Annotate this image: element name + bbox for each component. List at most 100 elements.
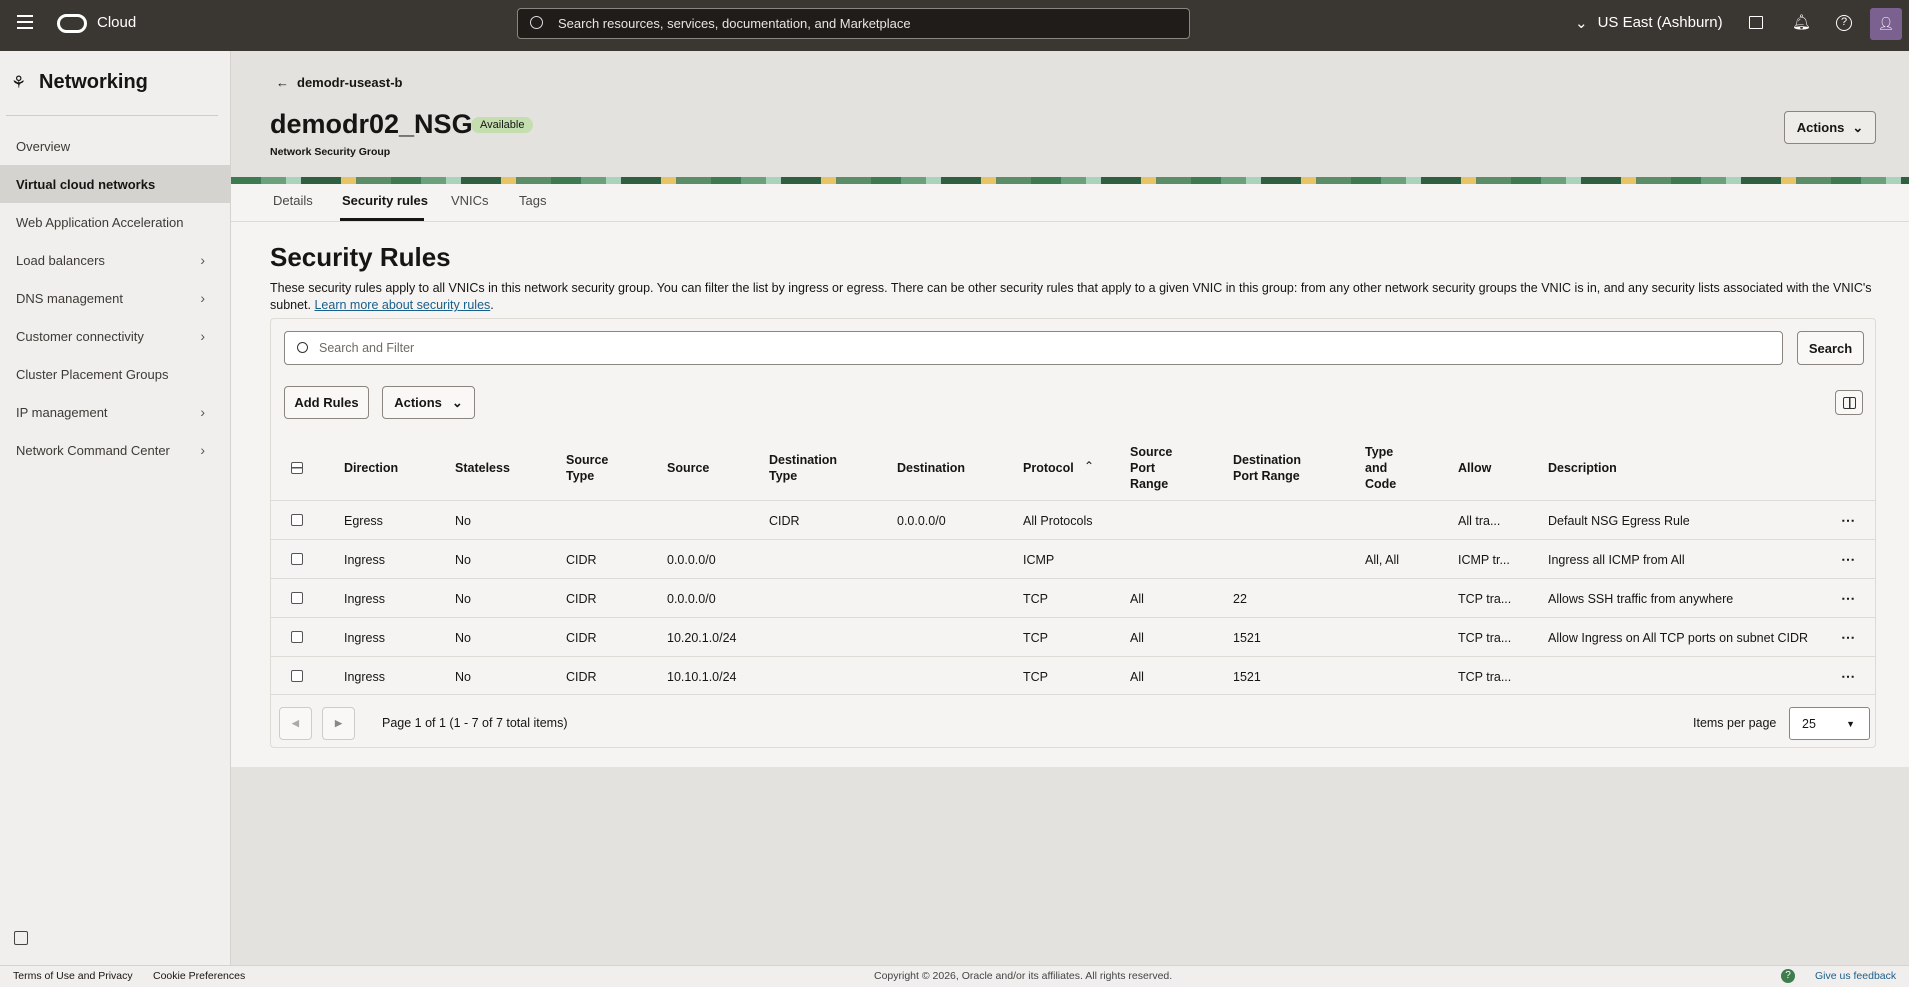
sidebar-item[interactable]: Virtual cloud networks — [0, 165, 231, 203]
table-cell: All — [1130, 591, 1144, 606]
row-checkbox[interactable] — [291, 553, 303, 565]
sidebar-item-label: DNS management — [16, 290, 123, 306]
table-row: Ingress No CIDR 10.10.1.0/24 TCP All 1521 TCP t… — [271, 656, 1875, 695]
learn-more-link[interactable]: Learn more about security rules — [314, 298, 491, 312]
developer-tools-icon[interactable] — [1749, 16, 1763, 29]
chevron-down-icon: ⌄ — [451, 394, 463, 410]
actions-button[interactable]: Actions ⌄ — [1784, 111, 1876, 144]
search-button[interactable]: Search — [1797, 331, 1864, 365]
row-checkbox[interactable] — [291, 670, 303, 682]
row-actions-menu-icon[interactable]: ⋯ — [1841, 629, 1855, 645]
cookie-preferences-link[interactable]: Cookie Preferences — [153, 970, 246, 982]
table-cell: CIDR — [566, 669, 597, 684]
sidebar-item[interactable]: Load balancers › — [0, 241, 231, 279]
columns-toggle-button[interactable] — [1835, 390, 1863, 415]
security-rules-table — [270, 318, 1876, 748]
oracle-logo[interactable] — [57, 14, 87, 33]
select-all-checkbox[interactable] — [291, 462, 303, 474]
column-header[interactable]: Description — [1548, 461, 1617, 475]
column-header[interactable]: Direction — [344, 461, 399, 475]
table-cell: No — [455, 669, 471, 684]
row-actions-menu-icon[interactable]: ⋯ — [1841, 668, 1855, 684]
table-cell: ICMP tr... — [1458, 552, 1510, 567]
page-header: ← demodr-useast-b demodr02_NSG Available … — [231, 51, 1909, 184]
table-cell: CIDR — [769, 513, 800, 528]
tab[interactable]: Security rules — [342, 193, 428, 208]
sort-ascending-icon[interactable]: ⌃ — [1084, 459, 1095, 473]
items-per-page-label: Items per page — [1693, 716, 1777, 730]
table-cell: No — [455, 591, 471, 606]
row-actions-menu-icon[interactable]: ⋯ — [1841, 512, 1855, 528]
sidebar-item[interactable]: Cluster Placement Groups — [0, 355, 231, 393]
row-checkbox[interactable] — [291, 631, 303, 643]
table-cell: Ingress — [344, 669, 385, 684]
breadcrumb[interactable]: ← demodr-useast-b — [276, 75, 402, 90]
table-cell: 1521 — [1233, 669, 1261, 684]
table-actions-button[interactable]: Actions ⌄ — [382, 386, 475, 419]
items-per-page-select[interactable]: 25 ▼ — [1789, 707, 1870, 740]
networking-icon: ⚘ — [11, 73, 27, 92]
sidebar-item[interactable]: DNS management › — [0, 279, 231, 317]
column-header[interactable]: Destination Port Range — [1233, 453, 1302, 483]
table-cell: CIDR — [566, 552, 597, 567]
sidebar-item[interactable]: Overview — [0, 127, 231, 165]
table-cell: TCP tra... — [1458, 630, 1512, 645]
page-title: demodr02_NSG — [270, 109, 473, 139]
next-page-button[interactable]: ▶ — [322, 707, 355, 740]
filter-search-input[interactable]: Search and Filter — [284, 331, 1783, 365]
previous-page-button[interactable]: ◀ — [279, 707, 312, 740]
row-actions-menu-icon[interactable]: ⋯ — [1841, 590, 1855, 606]
table-cell: 0.0.0.0/0 — [897, 513, 946, 528]
tab[interactable]: Details — [273, 193, 313, 208]
table-cell: CIDR — [566, 591, 597, 606]
sidebar: ⚘ Networking Overview Virtual cloud netwo… — [0, 51, 231, 965]
table-row: Ingress No CIDR 0.0.0.0/0 TCP All 22 TCP tra...… — [271, 578, 1875, 617]
section-title: Security Rules — [270, 242, 451, 272]
add-rules-button[interactable]: Add Rules — [284, 386, 369, 419]
pagination-status: Page 1 of 1 (1 - 7 of 7 total items) — [382, 716, 568, 730]
sidebar-item-label: Cluster Placement Groups — [16, 366, 169, 382]
column-header[interactable]: Allow — [1458, 461, 1492, 475]
copyright: Copyright © 2026, Oracle and/or its affi… — [874, 970, 1173, 982]
column-header[interactable]: Protocol — [1023, 461, 1074, 475]
row-checkbox[interactable] — [291, 592, 303, 604]
help-icon[interactable]: ? — [1836, 15, 1852, 31]
table-cell: 10.20.1.0/24 — [667, 630, 737, 645]
column-header[interactable]: Destination Type — [769, 453, 838, 483]
table-cell: No — [455, 552, 471, 567]
user-avatar[interactable]: 👤︎ — [1870, 8, 1902, 40]
active-tab-indicator — [340, 218, 424, 221]
global-search-input[interactable]: Search resources, services, documentatio… — [517, 8, 1190, 39]
chevron-down-icon: ⌄ — [1852, 119, 1864, 135]
column-header[interactable]: Source — [667, 461, 710, 475]
feedback-link[interactable]: Give us feedback — [1815, 970, 1897, 982]
sidebar-item[interactable]: IP management › — [0, 393, 231, 431]
table-cell: No — [455, 630, 471, 645]
table-cell: All tra... — [1458, 513, 1501, 528]
column-header[interactable]: Source Type — [566, 453, 609, 483]
sidebar-item[interactable]: Network Command Center › — [0, 431, 231, 469]
back-arrow-icon: ← — [276, 75, 289, 90]
sidebar-item[interactable]: Web Application Acceleration — [0, 203, 231, 241]
terms-link[interactable]: Terms of Use and Privacy — [13, 970, 133, 982]
region-selector[interactable]: ⌄ US East (Ashburn) — [1575, 14, 1723, 32]
column-header[interactable]: Stateless — [455, 461, 510, 475]
column-header[interactable]: Source Port Range — [1130, 445, 1173, 491]
row-actions-menu-icon[interactable]: ⋯ — [1841, 551, 1855, 567]
breadcrumb-link[interactable]: demodr-useast-b — [297, 75, 403, 90]
sidebar-item-label: Load balancers — [16, 252, 105, 268]
table-cell: 0.0.0.0/0 — [667, 591, 716, 606]
table-cell: TCP tra... — [1458, 591, 1512, 606]
column-header[interactable]: Destination — [897, 461, 966, 475]
chevron-right-icon: › — [200, 328, 205, 344]
column-header[interactable]: Type and Code — [1365, 445, 1397, 491]
region-label: US East (Ashburn) — [1597, 14, 1723, 31]
notifications-bell-icon[interactable]: 🔔︎ — [1792, 14, 1812, 31]
table-cell: CIDR — [566, 630, 597, 645]
collapse-sidebar-icon[interactable] — [14, 931, 28, 945]
tab[interactable]: Tags — [519, 193, 547, 208]
menu-icon[interactable] — [17, 15, 33, 29]
row-checkbox[interactable] — [291, 514, 303, 526]
sidebar-item[interactable]: Customer connectivity › — [0, 317, 231, 355]
tab[interactable]: VNICs — [451, 193, 489, 208]
